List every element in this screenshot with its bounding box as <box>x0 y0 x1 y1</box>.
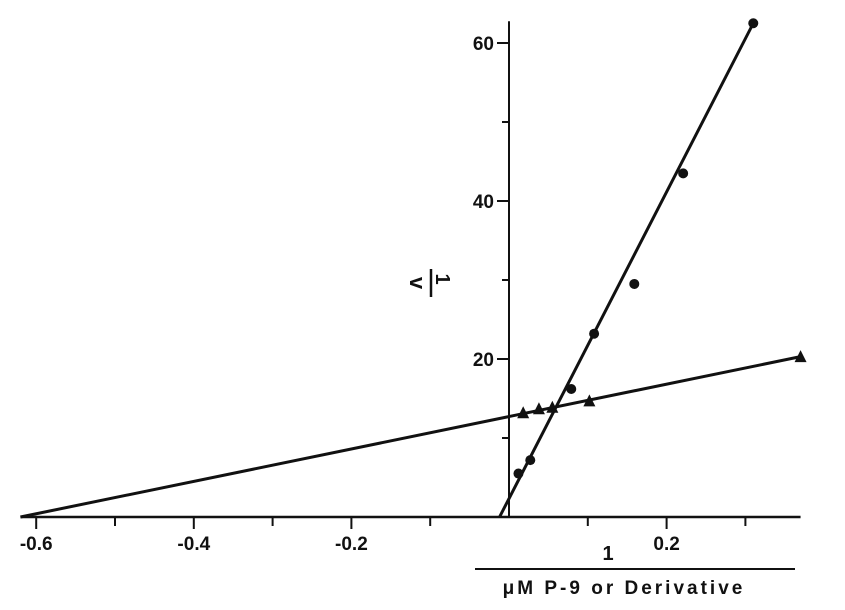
data-point-circle <box>589 328 600 339</box>
x-tick-label: -0.4 <box>177 534 210 555</box>
y-tick-label: 40 <box>473 192 494 213</box>
fit-lines <box>20 22 801 519</box>
data-point-triangle <box>532 402 545 415</box>
data-point-circle <box>678 168 689 179</box>
fit-line-circle <box>498 22 755 518</box>
y-axis-label-denominator: v <box>405 277 430 290</box>
y-tick-label: 20 <box>473 350 494 371</box>
data-point-circle <box>748 18 759 29</box>
y-axis-label-numerator: 1 <box>431 273 453 284</box>
y-tick-label: 60 <box>473 34 494 55</box>
axis-labels: 1 v 1 μM P-9 or Derivative <box>405 269 795 599</box>
x-tick-label: -0.6 <box>20 534 53 555</box>
data-point-triangle <box>546 400 559 413</box>
y-axis-label: 1 v <box>405 269 453 297</box>
data-point-triangle <box>583 394 596 407</box>
data-point-circle <box>566 384 577 395</box>
x-tick-label: -0.2 <box>335 534 368 555</box>
axes: -0.6 -0.4 -0.2 0.2 20 40 60 <box>20 21 801 555</box>
data-points <box>513 18 807 479</box>
x-axis-label-numerator: 1 <box>602 543 613 565</box>
data-point-circle <box>629 278 640 289</box>
data-point-triangle <box>517 406 530 419</box>
fit-line-triangle <box>20 355 801 519</box>
data-point-circle <box>513 468 524 479</box>
data-point-circle <box>525 455 536 466</box>
x-axis-label: μM P-9 or Derivative <box>503 578 746 599</box>
x-tick-label: 0.2 <box>653 534 679 555</box>
data-point-triangle <box>794 350 807 363</box>
